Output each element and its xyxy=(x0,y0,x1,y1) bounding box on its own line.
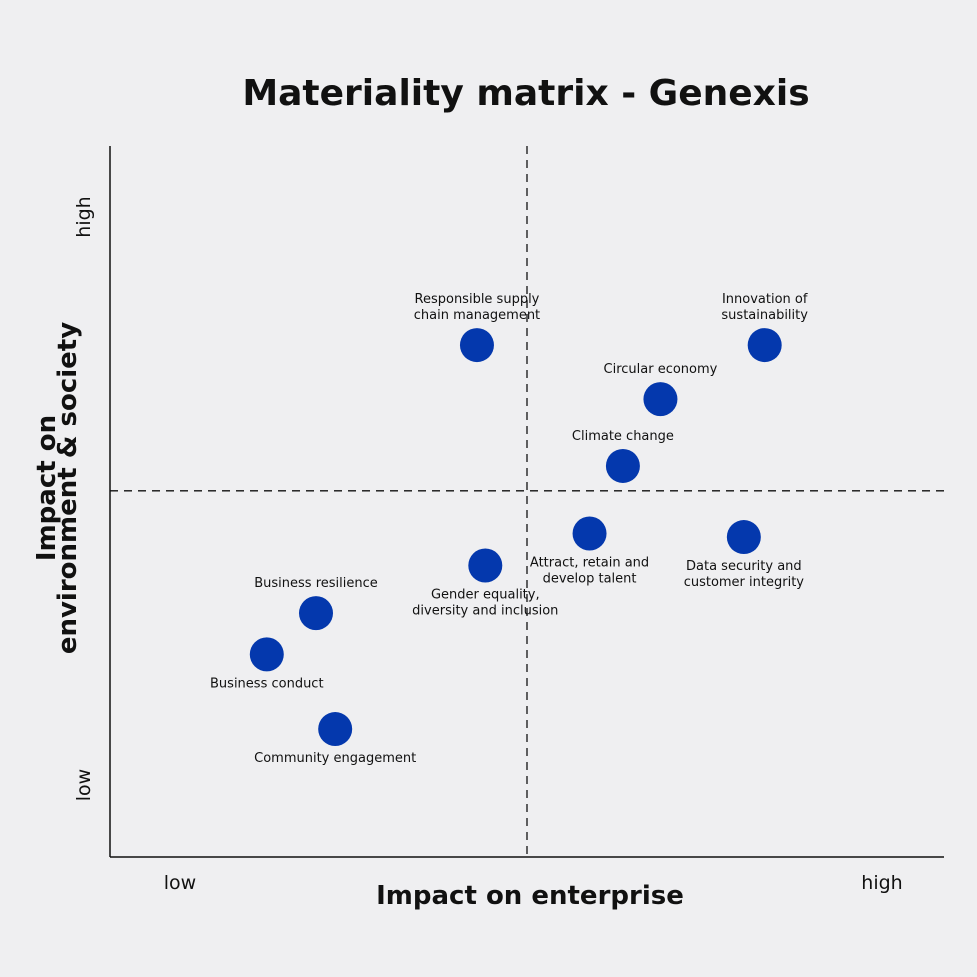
x-axis-title: Impact on enterprise xyxy=(376,881,684,911)
data-point-label-line: develop talent xyxy=(543,571,637,586)
data-point-5 xyxy=(726,520,761,555)
y-tick-high: high xyxy=(73,196,95,237)
data-point-label-6: Gender equality, diversity and inclusion xyxy=(412,587,558,618)
data-point-label-line: Attract, retain and xyxy=(530,555,649,570)
data-point-label-3: Climate change xyxy=(572,429,674,444)
data-point-7 xyxy=(298,596,333,631)
y-axis-title: Impact on environment & society xyxy=(32,322,83,654)
data-point-label-line: Business resilience xyxy=(254,576,378,591)
data-point-label-line: Community engagement xyxy=(254,751,416,766)
data-point-label-line: Innovation of xyxy=(722,292,808,307)
x-tick-low: low xyxy=(164,872,196,894)
data-point-2 xyxy=(643,382,678,417)
y-axis-title-line-1: Impact on xyxy=(32,415,62,561)
data-point-label-5: Data security and customer integrity xyxy=(684,559,805,590)
data-point-label-line: diversity and inclusion xyxy=(412,603,558,618)
x-tick-high: high xyxy=(861,872,902,894)
data-point-label-line: Climate change xyxy=(572,429,674,444)
data-point-1 xyxy=(747,328,782,363)
data-point-label-line: chain management xyxy=(414,308,540,323)
data-point-label-line: Circular economy xyxy=(604,362,718,377)
chart-title: Materiality matrix - Genexis xyxy=(242,73,809,114)
data-point-label-line: Business conduct xyxy=(210,676,324,691)
data-point-3 xyxy=(605,448,640,483)
data-point-9 xyxy=(318,712,353,747)
data-point-label-line: customer integrity xyxy=(684,575,805,590)
data-point-label-8: Business conduct xyxy=(210,676,324,691)
data-point-label-4: Attract, retain and develop talent xyxy=(530,555,649,586)
data-point-label-2: Circular economy xyxy=(604,362,718,377)
data-point-6 xyxy=(468,548,503,583)
y-tick-low: low xyxy=(73,769,95,801)
data-point-8 xyxy=(249,637,284,672)
data-point-label-1: Innovation of sustainability xyxy=(721,292,808,323)
y-axis-title-line-2: environment & society xyxy=(53,322,83,654)
data-point-label-line: Responsible supply xyxy=(415,292,540,307)
data-point-label-line: Gender equality, xyxy=(431,587,540,602)
data-point-label-line: sustainability xyxy=(721,308,808,323)
data-point-label-0: Responsible supply chain management xyxy=(414,292,540,323)
data-point-0 xyxy=(459,328,494,363)
data-point-label-9: Community engagement xyxy=(254,751,416,766)
data-point-label-7: Business resilience xyxy=(254,576,378,591)
data-point-label-line: Data security and xyxy=(686,559,802,574)
plot-frame xyxy=(109,146,944,858)
data-point-4 xyxy=(572,516,607,551)
data-points: Responsible supply chain management Innova… xyxy=(210,292,808,766)
